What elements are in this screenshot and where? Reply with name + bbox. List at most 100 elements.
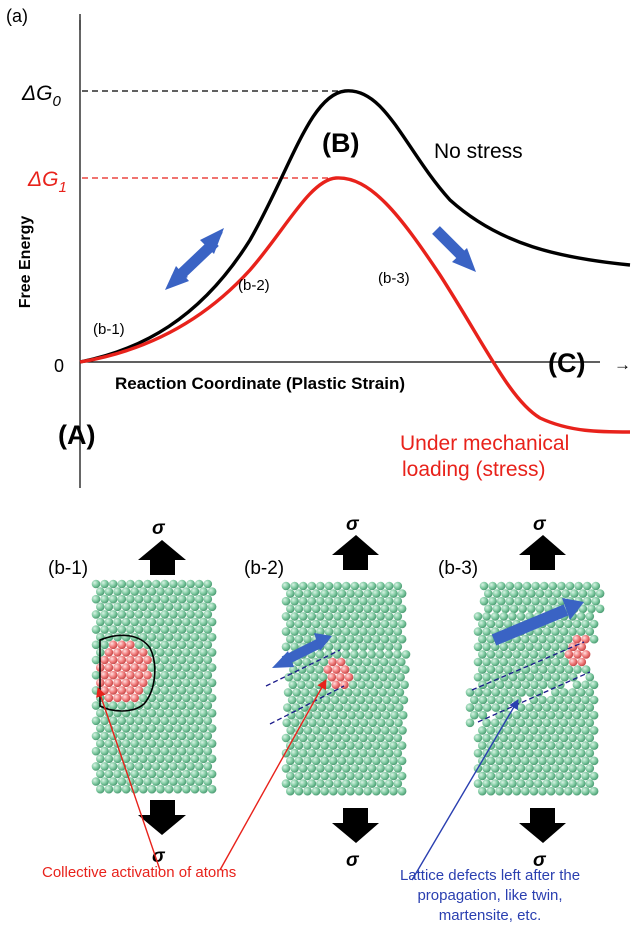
atom	[297, 680, 306, 690]
activated-atom	[328, 657, 337, 667]
atom	[281, 612, 291, 621]
stress-up-arrow-icon	[519, 535, 566, 570]
atom	[294, 604, 304, 614]
atom	[380, 756, 390, 766]
atom	[203, 716, 213, 726]
atom	[365, 695, 374, 705]
atom	[367, 779, 377, 788]
atom	[177, 640, 187, 650]
atom	[551, 718, 560, 728]
atom	[139, 724, 148, 733]
atom	[344, 688, 353, 697]
atom	[581, 665, 591, 674]
atom	[315, 665, 324, 674]
atom	[486, 786, 496, 796]
atom	[397, 604, 407, 614]
atom	[495, 695, 505, 705]
activated-atom	[130, 663, 139, 672]
atom	[294, 634, 304, 644]
atom	[535, 604, 545, 614]
atom	[320, 771, 330, 781]
atom	[564, 619, 573, 629]
atom	[139, 708, 148, 718]
atom	[508, 718, 517, 728]
atom	[517, 688, 526, 697]
atom	[557, 581, 566, 591]
atom	[160, 625, 170, 634]
atom	[383, 680, 392, 690]
atom	[307, 764, 317, 773]
atom	[389, 726, 399, 735]
atom	[286, 756, 295, 766]
atom	[143, 594, 152, 604]
atom	[529, 710, 539, 720]
atom	[320, 756, 330, 766]
atom	[473, 779, 483, 788]
atom	[199, 784, 208, 794]
caption-defects-line1: Lattice defects left after the	[400, 867, 580, 884]
atom	[499, 748, 509, 758]
atom	[320, 604, 330, 614]
atom	[207, 693, 217, 703]
atom	[559, 642, 569, 652]
atom	[376, 748, 385, 758]
atom	[354, 657, 363, 667]
atom	[474, 688, 483, 697]
atom	[509, 604, 519, 614]
atom	[371, 657, 380, 667]
atom	[559, 748, 569, 758]
atom	[479, 596, 489, 606]
atom	[373, 695, 383, 705]
atom	[508, 764, 517, 773]
atom	[126, 746, 135, 756]
atom	[380, 619, 390, 629]
atom	[207, 708, 217, 718]
atom	[156, 663, 165, 672]
activated-atom	[117, 655, 127, 665]
atom	[585, 612, 595, 621]
atom	[516, 764, 526, 773]
atom	[151, 746, 161, 756]
atom	[384, 748, 394, 758]
atom	[564, 726, 573, 735]
atom	[585, 672, 595, 682]
atom	[330, 695, 340, 705]
atom	[490, 612, 500, 621]
atom	[104, 739, 114, 748]
atom	[559, 688, 569, 697]
atom	[96, 617, 105, 627]
atom	[350, 596, 360, 606]
atom	[207, 587, 217, 596]
atom	[108, 777, 118, 786]
atom	[190, 632, 200, 642]
atom	[182, 708, 191, 718]
atom	[294, 756, 304, 766]
atom	[207, 754, 217, 764]
bidirectional-arrow-icon	[165, 228, 224, 290]
atom	[538, 786, 547, 796]
atom	[576, 764, 586, 773]
atom	[348, 695, 357, 705]
atom	[121, 724, 131, 733]
atom	[542, 748, 552, 758]
atom	[186, 716, 195, 726]
atom	[482, 703, 492, 712]
atom	[290, 764, 299, 773]
atom	[186, 670, 195, 680]
atom	[281, 642, 291, 652]
atom	[164, 663, 174, 672]
atom	[521, 726, 530, 735]
stress-down-arrow-icon	[332, 808, 379, 843]
atom	[504, 695, 513, 705]
atom	[564, 741, 573, 750]
atom	[518, 589, 527, 598]
atom	[505, 596, 515, 606]
atom-lattice-b3	[465, 581, 605, 796]
atom	[359, 596, 368, 606]
atom	[126, 731, 135, 741]
atom	[551, 703, 560, 712]
atom	[372, 741, 381, 750]
atom	[559, 703, 569, 712]
atom	[393, 581, 403, 591]
atom	[130, 587, 139, 596]
